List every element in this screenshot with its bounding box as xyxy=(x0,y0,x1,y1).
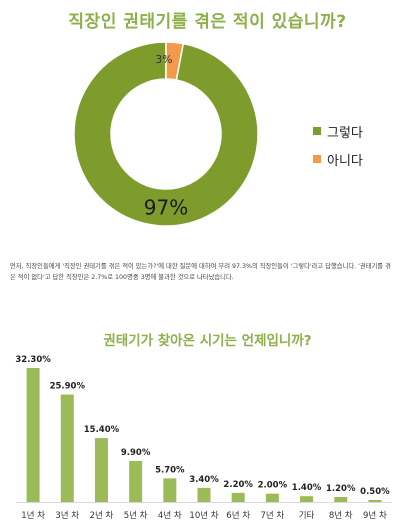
bar-10 xyxy=(368,499,382,502)
bar-category-label-8: 기타 xyxy=(299,511,315,521)
bar-3 xyxy=(129,460,143,502)
bar-1 xyxy=(60,394,74,502)
legend-label-no: 아니다 xyxy=(327,153,363,169)
bar-category-label-5: 10년 차 xyxy=(189,510,218,521)
chart-title-1: 직장인 권태기를 겪은 적이 있습니까? xyxy=(68,12,347,32)
bar-category-label-6: 6년 차 xyxy=(226,510,250,521)
donut-label-yes: 97% xyxy=(144,196,188,220)
bar-0 xyxy=(26,368,40,502)
bar-value-label-8: 1.40% xyxy=(292,483,322,493)
bar-7 xyxy=(265,493,279,502)
chart-title-2: 권태기가 찾아온 시기는 언제입니까? xyxy=(103,333,312,349)
donut-legend: 그렇다 아니다 xyxy=(313,117,363,173)
bar-8 xyxy=(300,496,314,502)
bar-category-label-10: 9년 차 xyxy=(363,510,387,521)
donut-chart: 3% 97% xyxy=(73,41,259,227)
donut-slice-yes xyxy=(73,41,259,227)
legend-swatch-yes xyxy=(313,127,321,135)
bar-value-label-2: 15.40% xyxy=(84,425,120,435)
bar-category-label-1: 3년 차 xyxy=(55,510,79,521)
bar-category-label-9: 8년 차 xyxy=(329,510,353,521)
bar-9 xyxy=(334,497,348,502)
bar-category-label-7: 7년 차 xyxy=(260,510,284,521)
legend-label-yes: 그렇다 xyxy=(327,125,363,141)
legend-swatch-no xyxy=(313,155,321,163)
bar-value-label-0: 32.30% xyxy=(15,355,51,365)
bar-6 xyxy=(231,492,245,502)
bar-chart: 32.30% 1년 차 25.90% 3년 차 15.40% 2년 차 9.90% 5년 차 5… xyxy=(15,355,392,521)
bar-value-label-1: 25.90% xyxy=(50,382,86,392)
bar-category-label-3: 5년 차 xyxy=(124,510,148,521)
bar-5 xyxy=(197,487,211,502)
legend-item-yes: 그렇다 xyxy=(313,117,363,145)
legend-item-no: 아니다 xyxy=(313,145,363,173)
description-text: 먼저, 직장인들에게 '직장인 권태기를 겪은 적이 있는가?'에 대한 질문에… xyxy=(10,263,391,281)
bar-value-label-9: 1.20% xyxy=(326,484,356,494)
bar-value-label-4: 5.70% xyxy=(155,465,185,475)
bar-value-label-7: 2.00% xyxy=(258,481,288,491)
donut-slice-no xyxy=(165,41,185,81)
bar-category-label-2: 2년 차 xyxy=(90,510,114,521)
bar-value-label-3: 9.90% xyxy=(121,448,151,458)
bar-2 xyxy=(94,438,108,502)
bar-category-label-4: 4년 차 xyxy=(158,510,182,521)
bar-value-label-6: 2.20% xyxy=(223,480,253,490)
bar-category-label-0: 1년 차 xyxy=(21,510,45,521)
donut-label-no: 3% xyxy=(155,53,172,66)
bar-value-label-10: 0.50% xyxy=(360,487,390,497)
bar-value-label-5: 3.40% xyxy=(189,475,219,485)
bar-4 xyxy=(163,478,177,502)
